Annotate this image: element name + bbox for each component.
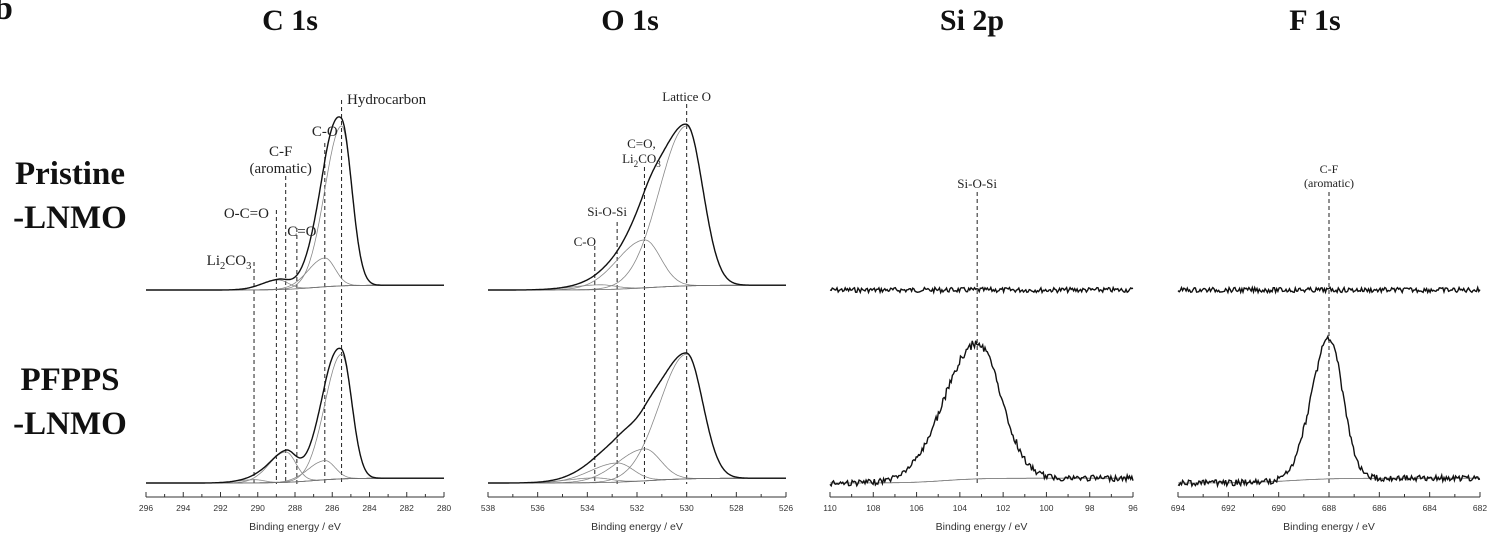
title-si2p: Si 2p <box>939 4 1005 37</box>
peak-label: Hydrocarbon <box>347 92 427 108</box>
peak-label: Lattice O <box>662 89 711 104</box>
chart-2: 110 108 106 104 102 100 98 96 Binding energy / e… <box>823 176 1138 533</box>
chart-0: 296 294 292 290 288 286 284 282 280 Binding energ… <box>139 92 451 533</box>
series-line-pristine <box>488 123 786 291</box>
peak-label: C=O, Li2CO3 <box>622 136 661 169</box>
x-tick-label: 110 <box>823 503 837 513</box>
peak-label: O-C=O <box>224 206 269 222</box>
background-line <box>488 477 786 484</box>
peak-label: Si-O-Si <box>587 204 627 219</box>
x-tick-label: 294 <box>176 503 190 513</box>
x-axis-label: Binding energy / eV <box>1283 521 1375 533</box>
x-tick-label: 532 <box>630 503 644 513</box>
x-tick-label: 98 <box>1085 503 1095 513</box>
chart-3: 694 692 690 688 686 684 682 Binding energy / eV… <box>1171 162 1487 533</box>
x-tick-label: 526 <box>779 503 793 513</box>
component-peak <box>146 353 444 484</box>
row-label-pristine: Pristine -LNMO <box>0 152 140 240</box>
x-tick-label: 292 <box>213 503 227 513</box>
series-line-pfpps <box>488 352 786 484</box>
x-tick-label: 102 <box>996 503 1010 513</box>
peak-label: C-O <box>574 234 596 249</box>
series-line-pristine <box>146 116 444 291</box>
x-tick-label: 100 <box>1039 503 1053 513</box>
x-tick-label: 682 <box>1473 503 1487 513</box>
x-tick-label: 284 <box>362 503 376 513</box>
peak-label: C-F (aromatic) <box>249 144 311 177</box>
x-tick-label: 690 <box>1272 503 1286 513</box>
row-label-pristine-line2: -LNMO <box>13 200 127 236</box>
component-peak <box>488 239 786 291</box>
peak-label: C=O <box>287 224 316 240</box>
title-o1s: O 1s <box>601 4 659 37</box>
x-tick-label: 108 <box>866 503 880 513</box>
x-tick-label: 290 <box>251 503 265 513</box>
x-tick-label: 534 <box>580 503 594 513</box>
peak-label: Li2CO3 <box>207 253 252 272</box>
component-peak <box>146 125 444 291</box>
x-axis-label: Binding energy / eV <box>591 521 683 533</box>
title-f1s: F 1s <box>1289 4 1341 37</box>
x-axis-label: Binding energy / eV <box>249 521 341 533</box>
x-tick-label: 688 <box>1322 503 1336 513</box>
series-line-pristine <box>829 285 1134 295</box>
peak-label: C-F (aromatic) <box>1304 162 1354 190</box>
series-line-pristine <box>1177 285 1481 295</box>
chart-1: 538 536 534 532 530 528 526 Binding energy / eV… <box>481 89 793 533</box>
x-tick-label: 692 <box>1221 503 1235 513</box>
x-tick-label: 686 <box>1372 503 1386 513</box>
component-peak <box>488 462 786 484</box>
x-tick-label: 530 <box>680 503 694 513</box>
title-c1s: C 1s <box>262 4 318 37</box>
x-tick-label: 286 <box>325 503 339 513</box>
x-axis-label: Binding energy / eV <box>936 521 1028 533</box>
peak-label: Si-O-Si <box>957 176 997 191</box>
x-tick-label: 536 <box>531 503 545 513</box>
x-tick-label: 282 <box>400 503 414 513</box>
x-tick-label: 280 <box>437 503 451 513</box>
x-tick-label: 106 <box>909 503 923 513</box>
peak-label: C-O <box>312 124 338 140</box>
row-label-pfpps-line1: PFPPS <box>20 362 120 398</box>
series-line-pfpps <box>146 347 444 484</box>
x-tick-label: 684 <box>1423 503 1437 513</box>
row-label-pfpps: PFPPS -LNMO <box>0 358 140 446</box>
series-line-pfpps <box>1177 334 1481 489</box>
x-tick-label: 296 <box>139 503 153 513</box>
row-label-pristine-line1: Pristine <box>15 156 125 192</box>
x-tick-label: 694 <box>1171 503 1185 513</box>
series-line-pfpps <box>829 340 1134 488</box>
component-peak <box>488 353 786 484</box>
x-tick-label: 104 <box>953 503 967 513</box>
x-tick-label: 538 <box>481 503 495 513</box>
x-tick-label: 288 <box>288 503 302 513</box>
row-label-pfpps-line2: -LNMO <box>13 406 127 442</box>
x-tick-label: 528 <box>729 503 743 513</box>
panel-letter: b <box>0 0 13 27</box>
x-tick-label: 96 <box>1128 503 1138 513</box>
